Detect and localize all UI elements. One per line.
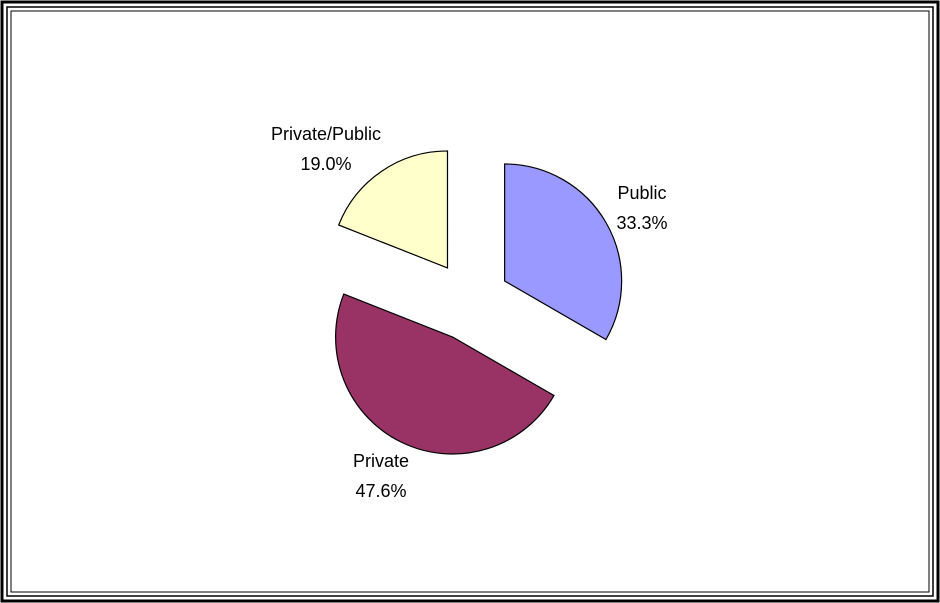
slice-label-public: Public	[617, 183, 666, 203]
slice-label-private-public: Private/Public	[271, 124, 381, 144]
slice-label-private: Private	[353, 451, 409, 471]
pie-slices	[335, 150, 623, 455]
slice-private-public	[337, 150, 449, 269]
slice-value-public: 33.3%	[616, 213, 667, 233]
slice-private	[335, 293, 555, 455]
pie-labels: Public 33.3% Private 47.6% Private/Publi…	[271, 124, 668, 501]
slice-value-private-public: 19.0%	[300, 154, 351, 174]
slice-value-private: 47.6%	[355, 481, 406, 501]
slice-public	[504, 163, 623, 341]
